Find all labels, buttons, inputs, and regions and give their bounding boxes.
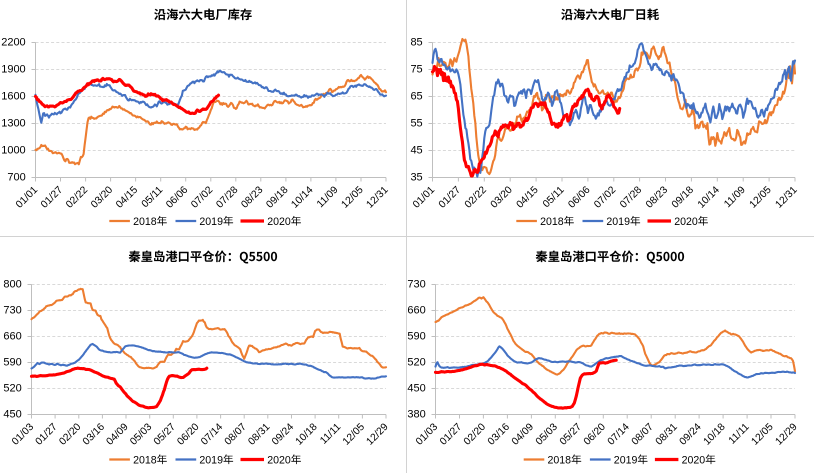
svg-text:380: 380 — [407, 408, 425, 420]
svg-text:1300: 1300 — [1, 117, 25, 129]
svg-text:2019: 2019 — [199, 454, 223, 466]
svg-text:520: 520 — [407, 356, 425, 368]
svg-text:590: 590 — [407, 330, 425, 342]
svg-text:2018: 2018 — [548, 454, 572, 466]
svg-text:660: 660 — [3, 330, 21, 342]
svg-text:730: 730 — [3, 304, 21, 316]
svg-text:800: 800 — [3, 278, 21, 290]
svg-text:2020: 2020 — [674, 216, 698, 228]
svg-text:590: 590 — [3, 356, 21, 368]
svg-text:2018: 2018 — [133, 216, 157, 228]
svg-text:2020: 2020 — [267, 454, 291, 466]
svg-text:730: 730 — [407, 278, 425, 290]
svg-text:2019: 2019 — [614, 454, 638, 466]
svg-text:75: 75 — [410, 63, 422, 75]
svg-text:520: 520 — [3, 382, 21, 394]
svg-text:2019: 2019 — [199, 216, 223, 228]
svg-text:660: 660 — [407, 304, 425, 316]
svg-text:85: 85 — [410, 36, 422, 48]
svg-text:700: 700 — [7, 171, 25, 183]
svg-text:2020: 2020 — [682, 454, 706, 466]
svg-text:35: 35 — [410, 171, 422, 183]
svg-text:55: 55 — [410, 117, 422, 129]
svg-text:1600: 1600 — [1, 90, 25, 102]
svg-text:2200: 2200 — [1, 36, 25, 48]
svg-text:450: 450 — [407, 382, 425, 394]
svg-text:1900: 1900 — [1, 63, 25, 75]
svg-text:2020: 2020 — [267, 216, 291, 228]
svg-text:1000: 1000 — [1, 144, 25, 156]
svg-text:45: 45 — [410, 144, 422, 156]
svg-text:2019: 2019 — [606, 216, 630, 228]
svg-text:450: 450 — [3, 408, 21, 420]
svg-text:2018: 2018 — [540, 216, 564, 228]
svg-text:65: 65 — [410, 90, 422, 102]
svg-text:2018: 2018 — [133, 454, 157, 466]
